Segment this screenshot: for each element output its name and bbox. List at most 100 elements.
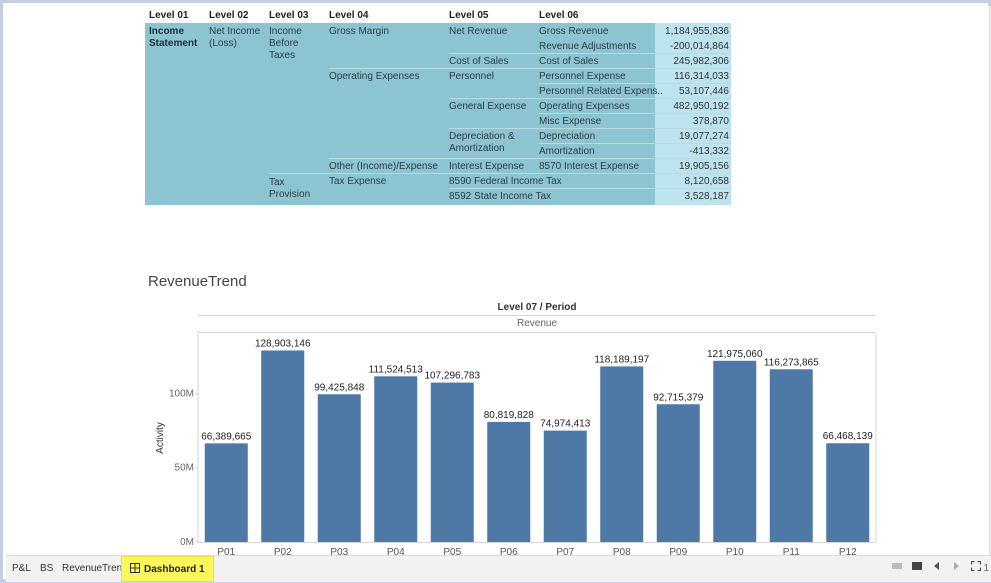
bar-p09[interactable] <box>656 404 700 542</box>
header-level-03: Level 03 <box>269 10 309 21</box>
scrollbar-track <box>989 6 991 555</box>
row-divider <box>539 113 731 114</box>
level06-revenue-adjustments: Revenue Adjustments <box>539 41 637 52</box>
chart-title: RevenueTrend <box>148 273 247 290</box>
sheet-tab-bar: P&L BS RevenueTrend Dashboard 1 <box>6 555 991 582</box>
tab-pl[interactable]: P&L <box>12 563 31 574</box>
header-level-04: Level 04 <box>329 10 369 21</box>
level04-other-income-expense: Other (Income)/Expense <box>329 161 438 172</box>
header-level-01: Level 01 <box>149 10 189 21</box>
tab-controls: 1 <box>884 556 989 582</box>
value-misc-expense: 378,870 <box>692 116 729 127</box>
y-axis-label: Activity <box>155 422 166 454</box>
value-personnel-related-expense: 53,107,446 <box>678 86 729 97</box>
level03-tax-provision: Tax Provision <box>269 177 311 200</box>
value-cost-of-sales: 245,982,306 <box>673 56 729 67</box>
row-divider <box>539 143 731 144</box>
value-personnel-expense: 116,314,033 <box>674 71 729 82</box>
dashboard-icon <box>130 563 140 573</box>
bar-p04[interactable] <box>374 376 418 542</box>
level06-cost-of-sales: Cost of Sales <box>539 56 599 67</box>
level05-personnel: Personnel <box>449 71 495 82</box>
bar-value-label: 107,296,783 <box>424 371 480 382</box>
level05-general-expense: General Expense <box>449 101 527 112</box>
fullscreen-icon[interactable] <box>970 556 981 582</box>
value-amortization: -413,332 <box>689 146 729 157</box>
bar-p10[interactable] <box>713 360 757 542</box>
bar-p01[interactable] <box>204 443 248 542</box>
previous-sheet-icon[interactable] <box>933 556 941 582</box>
value-federal-income-tax: 8,120,658 <box>684 176 730 187</box>
row-divider <box>329 158 731 159</box>
header-divider <box>198 315 876 316</box>
row-divider <box>269 173 731 174</box>
bar-p02[interactable] <box>261 350 305 542</box>
level05-state-income-tax: 8592 State Income Tax <box>449 191 552 202</box>
table-body: Income Statement Net Income (Loss) Incom… <box>145 23 731 205</box>
bar-value-label: 92,715,379 <box>653 392 703 403</box>
tab-bs[interactable]: BS <box>40 563 54 574</box>
bar-value-label: 99,425,848 <box>314 382 364 393</box>
value-depreciation: 19,077,274 <box>678 131 729 142</box>
x-tick-label: P03 <box>330 547 348 555</box>
tab-dashboard-1[interactable]: Dashboard 1 <box>121 556 214 582</box>
row-divider <box>449 98 731 99</box>
bar-p06[interactable] <box>487 421 531 542</box>
level05-federal-income-tax: 8590 Federal Income Tax <box>449 176 562 187</box>
y-tick-label: 50M <box>175 463 194 474</box>
revenue-bar-chart: Activity 0M 50M 100M 66,389,665 P01 128,903,14… <box>155 334 877 555</box>
row-divider <box>329 68 731 69</box>
level01-income-statement: Income Statement <box>149 26 198 49</box>
header-level-06: Level 06 <box>539 10 579 21</box>
header-level-02: Level 02 <box>209 10 249 21</box>
level06-personnel-related-expense: Personnel Related Expens.. <box>539 86 663 97</box>
bar-value-label: 74,974,413 <box>540 419 590 430</box>
next-sheet-icon[interactable] <box>952 556 960 582</box>
bar-p05[interactable] <box>430 382 474 542</box>
row-divider <box>449 53 731 54</box>
tab-dashboard-1-label: Dashboard 1 <box>144 564 205 575</box>
level03-income-before-taxes: Income Before Taxes <box>269 26 302 61</box>
show-filmstrip-icon[interactable] <box>912 556 923 582</box>
level06-depreciation: Depreciation <box>539 131 596 142</box>
x-tick-label: P06 <box>500 547 518 555</box>
level06-misc-expense: Misc Expense <box>539 116 602 127</box>
y-tick-label: 100M <box>169 388 194 399</box>
level05-depreciation-amortization: Depreciation & Amortization <box>449 131 515 154</box>
bar-p08[interactable] <box>600 366 644 542</box>
dashboard-canvas: Level 01 Level 02 Level 03 Level 04 Leve… <box>6 6 991 555</box>
level05-interest-expense: Interest Expense <box>449 161 525 172</box>
bar-p03[interactable] <box>317 394 361 542</box>
value-interest-expense: 19,905,156 <box>678 161 729 172</box>
level06-gross-revenue: Gross Revenue <box>539 26 609 37</box>
bar-value-label: 116,273,865 <box>764 357 819 368</box>
bar-p07[interactable] <box>543 430 587 542</box>
level06-operating-expenses: Operating Expenses <box>539 101 630 112</box>
header-divider <box>198 332 876 333</box>
x-tick-label: P02 <box>274 547 292 555</box>
chart-level-period-header: Level 07 / Period <box>497 302 577 313</box>
bar-value-label: 128,903,146 <box>255 338 311 349</box>
level05-net-revenue: Net Revenue <box>449 26 508 37</box>
x-tick-label: P04 <box>387 547 405 555</box>
x-tick-label: P01 <box>217 547 235 555</box>
tab-revenuetrend[interactable]: RevenueTrend <box>62 563 128 574</box>
level04-tax-expense: Tax Expense <box>329 176 387 187</box>
chart-column-header: Level 07 / Period Revenue <box>198 301 876 334</box>
value-gross-revenue: 1,184,955,836 <box>665 26 729 37</box>
x-tick-label: P10 <box>726 547 744 555</box>
level02-net-income: Net Income (Loss) <box>209 26 261 49</box>
bar-p11[interactable] <box>769 369 813 542</box>
y-tick-label: 0M <box>180 537 194 548</box>
bar-p12[interactable] <box>826 443 870 542</box>
show-sheet-sorter-icon[interactable] <box>891 556 902 582</box>
value-revenue-adjustments: -200,014,864 <box>670 41 729 52</box>
row-divider <box>449 128 731 129</box>
level04-operating-expenses: Operating Expenses <box>329 71 420 82</box>
value-operating-expenses: 482,950,192 <box>673 101 729 112</box>
bar-value-label: 111,524,513 <box>369 364 424 375</box>
row-divider <box>539 83 731 84</box>
x-tick-label: P07 <box>556 547 574 555</box>
chart-revenue-header: Revenue <box>516 318 558 329</box>
level06-amortization: Amortization <box>539 146 595 157</box>
